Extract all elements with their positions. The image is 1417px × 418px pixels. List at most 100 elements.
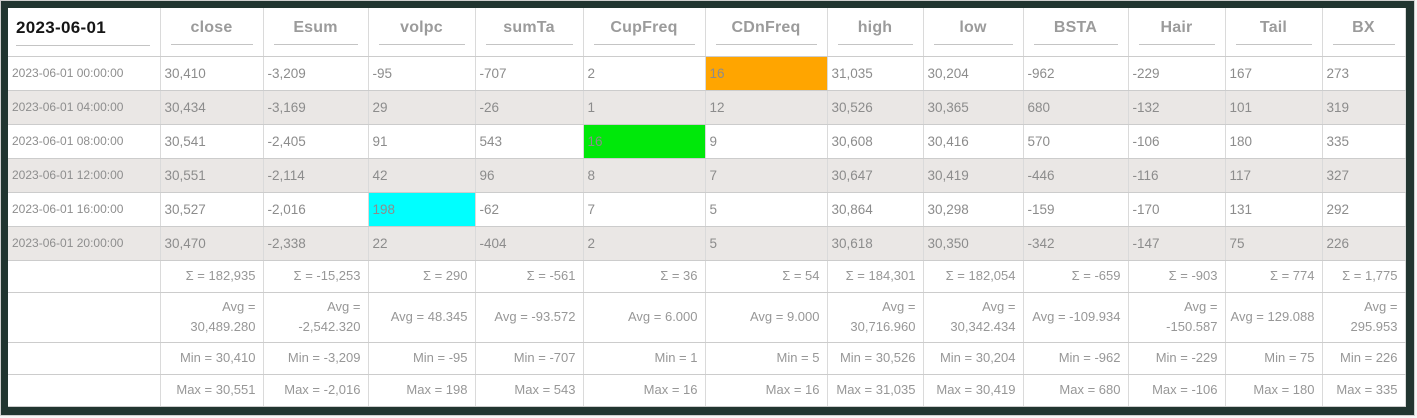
column-header-low: low (923, 8, 1024, 57)
value-cell[interactable]: -446 (1023, 158, 1129, 193)
value-cell[interactable]: 30,470 (160, 226, 264, 261)
value-cell[interactable]: 91 (368, 124, 476, 159)
value-cell[interactable]: 30,434 (160, 90, 264, 125)
value-cell[interactable]: -404 (475, 226, 584, 261)
value-cell[interactable]: 30,416 (923, 124, 1024, 159)
value-cell[interactable]: 131 (1225, 192, 1323, 227)
highlighted-cell-green[interactable]: 16 (583, 124, 706, 159)
value-cell[interactable]: -95 (368, 56, 476, 91)
value-cell[interactable]: 5 (705, 192, 828, 227)
value-cell[interactable]: -3,209 (263, 56, 369, 91)
value-cell[interactable]: 8 (583, 158, 706, 193)
summary-min-cell: Min = -962 (1023, 342, 1129, 375)
value-cell[interactable]: 12 (705, 90, 828, 125)
value-cell[interactable]: -62 (475, 192, 584, 227)
summary-min-cell: Min = 5 (705, 342, 828, 375)
value-cell[interactable]: -147 (1128, 226, 1226, 261)
value-cell[interactable]: -342 (1023, 226, 1129, 261)
value-cell[interactable]: -2,338 (263, 226, 369, 261)
value-cell[interactable]: 319 (1322, 90, 1406, 125)
value-cell[interactable]: 30,419 (923, 158, 1024, 193)
value-cell[interactable]: 30,410 (160, 56, 264, 91)
value-cell[interactable]: -170 (1128, 192, 1226, 227)
summary-max-cell: Max = 680 (1023, 374, 1129, 407)
value-cell[interactable]: 30,526 (827, 90, 924, 125)
value-cell[interactable]: -962 (1023, 56, 1129, 91)
value-cell[interactable]: 7 (583, 192, 706, 227)
value-cell[interactable]: 30,608 (827, 124, 924, 159)
value-cell[interactable]: 42 (368, 158, 476, 193)
value-cell[interactable]: 75 (1225, 226, 1323, 261)
table-header: 2023-06-01 close Esum volpc sumTa CupFreq CDnF… (8, 8, 1406, 57)
value-cell[interactable]: -2,114 (263, 158, 369, 193)
value-cell[interactable]: 2 (583, 56, 706, 91)
value-cell[interactable]: 30,541 (160, 124, 264, 159)
summary-avg-cell: Avg = 295.953 (1322, 292, 1406, 343)
value-cell[interactable]: 167 (1225, 56, 1323, 91)
value-cell[interactable]: 29 (368, 90, 476, 125)
value-cell[interactable]: -116 (1128, 158, 1226, 193)
summary-sum-cell: Σ = -903 (1128, 260, 1226, 293)
value-cell[interactable]: 1 (583, 90, 706, 125)
value-cell[interactable]: 543 (475, 124, 584, 159)
value-cell[interactable]: -229 (1128, 56, 1226, 91)
column-header-tail: Tail (1225, 8, 1323, 57)
summary-avg-cell: Avg = 30,489.280 (160, 292, 264, 343)
value-cell[interactable]: 101 (1225, 90, 1323, 125)
value-cell[interactable]: 22 (368, 226, 476, 261)
value-cell[interactable]: -159 (1023, 192, 1129, 227)
date-header-cell: 2023-06-01 (8, 8, 161, 57)
value-cell[interactable]: -2,016 (263, 192, 369, 227)
timestamp-cell: 2023-06-01 08:00:00 (8, 124, 161, 159)
column-header-close: close (160, 8, 264, 57)
summary-max-cell: Max = 30,419 (923, 374, 1024, 407)
value-cell[interactable]: 30,864 (827, 192, 924, 227)
value-cell[interactable]: -2,405 (263, 124, 369, 159)
table-row: 2023-06-01 00:00:00 30,410 -3,209 -95 -707 2 1… (8, 56, 1406, 91)
value-cell[interactable]: 180 (1225, 124, 1323, 159)
value-cell[interactable]: 30,204 (923, 56, 1024, 91)
header-underline (16, 44, 150, 46)
value-cell[interactable]: -106 (1128, 124, 1226, 159)
value-cell[interactable]: -707 (475, 56, 584, 91)
value-cell[interactable]: 30,551 (160, 158, 264, 193)
value-cell[interactable]: 30,365 (923, 90, 1024, 125)
summary-sum-cell: Σ = 54 (705, 260, 828, 293)
value-cell[interactable]: 96 (475, 158, 584, 193)
summary-sum-cell: Σ = -561 (475, 260, 584, 293)
value-cell[interactable]: -132 (1128, 90, 1226, 125)
value-cell[interactable]: 7 (705, 158, 828, 193)
column-header-bx: BX (1322, 8, 1406, 57)
value-cell[interactable]: 570 (1023, 124, 1129, 159)
header-underline (273, 43, 358, 45)
summary-sum-cell: Σ = 774 (1225, 260, 1323, 293)
value-cell[interactable]: 9 (705, 124, 828, 159)
value-cell[interactable]: 30,527 (160, 192, 264, 227)
highlighted-cell-cyan[interactable]: 198 (368, 192, 476, 227)
value-cell[interactable]: 30,647 (827, 158, 924, 193)
value-cell[interactable]: 335 (1322, 124, 1406, 159)
value-cell[interactable]: 2 (583, 226, 706, 261)
value-cell[interactable]: 226 (1322, 226, 1406, 261)
value-cell[interactable]: 117 (1225, 158, 1323, 193)
value-cell[interactable]: -3,169 (263, 90, 369, 125)
timestamp-cell: 2023-06-01 04:00:00 (8, 90, 161, 125)
value-cell[interactable]: 30,298 (923, 192, 1024, 227)
value-cell[interactable]: 31,035 (827, 56, 924, 91)
summary-avg-cell: Avg = -150.587 (1128, 292, 1226, 343)
highlighted-cell-orange[interactable]: 16 (705, 56, 828, 91)
summary-sum-cell: Σ = 182,054 (923, 260, 1024, 293)
value-cell[interactable]: 327 (1322, 158, 1406, 193)
summary-avg-cell: Avg = -109.934 (1023, 292, 1129, 343)
value-cell[interactable]: 292 (1322, 192, 1406, 227)
summary-min-cell: Min = 75 (1225, 342, 1323, 375)
header-underline (1138, 43, 1215, 45)
value-cell[interactable]: -26 (475, 90, 584, 125)
value-cell[interactable]: 5 (705, 226, 828, 261)
value-cell[interactable]: 30,618 (827, 226, 924, 261)
value-cell[interactable]: 30,350 (923, 226, 1024, 261)
value-cell[interactable]: 273 (1322, 56, 1406, 91)
value-cell[interactable]: 680 (1023, 90, 1129, 125)
column-header-bsta: BSTA (1023, 8, 1129, 57)
